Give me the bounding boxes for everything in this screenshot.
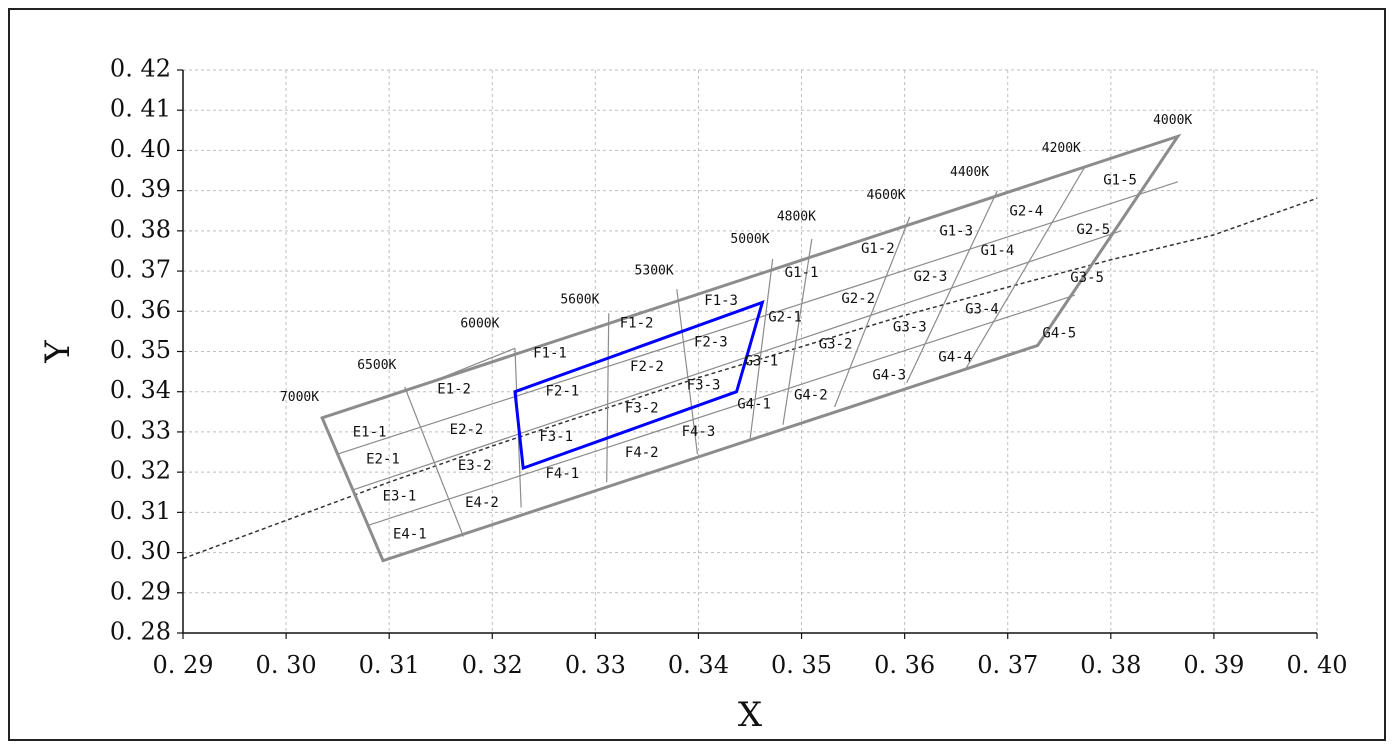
bin-label: F3-3 [687,378,721,394]
cct-label: 4000K [1153,113,1192,128]
bin-label: G2-3 [914,269,948,285]
grid-layer [182,69,1318,634]
bin-label: G2-4 [1009,204,1043,220]
x-tick-label: 0. 34 [668,651,729,679]
y-tick-label: 0. 34 [110,376,171,404]
bin-label: F3-1 [539,429,573,445]
bin-label: G3-1 [744,354,778,370]
cct-label: 7000K [280,390,319,405]
bin-label: E3-1 [383,488,417,504]
bin-divider-line [404,386,464,537]
bin-label: G3-3 [893,319,927,335]
cct-label: 5300K [635,264,674,279]
bin-label: F4-2 [625,445,659,461]
bin-label: E2-2 [450,422,484,438]
x-tick-label: 0. 37 [977,651,1038,679]
y-tick-label: 0. 31 [110,497,171,525]
bin-label: E3-2 [458,458,492,474]
y-tick-label: 0. 37 [110,256,171,284]
x-tick-label: 0. 35 [771,651,832,679]
cct-label: 6500K [357,358,396,373]
y-tick-label: 0. 42 [110,55,171,83]
bin-outline [320,133,1182,563]
bin-label: G1-4 [981,243,1015,259]
y-tick-label: 0. 28 [110,618,171,646]
bin-label: F3-2 [625,401,659,417]
bin-label: F4-3 [682,424,716,440]
y-tick-label: 0. 35 [110,336,171,364]
cct-label: 5000K [730,232,769,247]
bin-divider-line [782,238,813,425]
x-tick-label: 0. 33 [565,651,626,679]
bin-label: F2-2 [630,359,664,375]
x-tick-label: 0. 39 [1183,651,1244,679]
bin-label: F2-1 [546,384,580,400]
bin-divider-line [606,313,610,483]
x-tick-label: 0. 32 [462,651,523,679]
x-tick-label: 0. 30 [256,651,317,679]
bin-label: G1-1 [785,265,819,281]
bin-region-layer [182,133,1318,563]
bin-label: G4-2 [794,388,828,404]
bin-divider-line [368,294,1075,526]
bin-label: G2-5 [1076,222,1110,238]
axis-layer: 0. 29 0. 30 0. 31 0. 32 0. 33 0. 34 0. 35 0. 36… [38,55,1348,736]
y-tick-label: 0. 32 [110,457,171,485]
bin-label: G1-2 [861,241,895,257]
y-tick-label: 0. 39 [110,175,171,203]
y-tick-label: 0. 40 [110,135,171,163]
bin-label: G2-1 [768,309,802,325]
bin-label: G4-3 [872,368,906,384]
bin-label: F1-3 [704,293,738,309]
bin-label: F2-3 [694,335,728,351]
bin-divider-line [749,258,774,441]
bin-divider-line [965,166,1086,368]
y-tick-label: 0. 29 [110,577,171,605]
x-tick-label: 0. 38 [1080,651,1141,679]
highlight-quad [513,300,765,471]
x-tick-label: 0. 31 [359,651,420,679]
cct-label: 4400K [950,165,989,180]
chart-frame: E1-1 E1-2 E2-1 E2-2 E3-1 E3-2 E4-1 E4-2 F1-1 F1-2… [8,8,1386,741]
planckian-locus [182,197,1318,560]
cct-label: 6000K [460,317,499,332]
bin-label: G2-2 [841,291,875,307]
x-axis-title: X [738,695,763,735]
bin-label: F1-2 [620,315,654,331]
bin-label: G4-4 [938,350,972,366]
bin-label: G3-5 [1070,270,1104,286]
bin-label: F1-1 [533,346,567,362]
y-tick-label: 0. 38 [110,215,171,243]
bin-divider-line [676,289,699,455]
bin-divider-line [833,216,911,408]
bin-label: G4-5 [1042,325,1076,341]
bin-label: E4-1 [393,526,427,542]
cct-label: 4800K [777,209,816,224]
y-tick-label: 0. 30 [110,537,171,565]
bin-divider-line [351,230,1122,491]
y-tick-label: 0. 36 [110,296,171,324]
bin-divider-line [906,190,998,384]
y-tick-label: 0. 41 [110,95,171,123]
y-tick-label: 0. 33 [110,416,171,444]
bin-label: G4-1 [737,397,771,413]
x-tick-label: 0. 29 [152,651,213,679]
bin-label: E1-1 [353,425,387,441]
label-layer: E1-1 E1-2 E2-1 E2-2 E3-1 E3-2 E4-1 E4-2 F1-1 F1-2… [280,113,1192,543]
bin-label: E2-1 [366,451,400,467]
bin-label: G1-5 [1103,173,1137,189]
x-tick-label: 0. 40 [1286,651,1347,679]
cct-label: 5600K [560,293,599,308]
bin-label: F4-1 [546,466,580,482]
bin-label: G1-3 [939,224,973,240]
y-axis-title: Y [38,340,78,364]
bin-label: G3-2 [819,336,853,352]
bin-label: E4-2 [465,495,499,511]
cct-label: 4600K [867,188,906,203]
bin-label: E1-2 [437,382,471,398]
chromaticity-chart: E1-1 E1-2 E2-1 E2-2 E3-1 E3-2 E4-1 E4-2 F1-1 F1-2… [38,55,1348,736]
x-tick-label: 0. 36 [874,651,935,679]
bin-label: G3-4 [965,301,999,317]
cct-label: 4200K [1042,141,1081,156]
